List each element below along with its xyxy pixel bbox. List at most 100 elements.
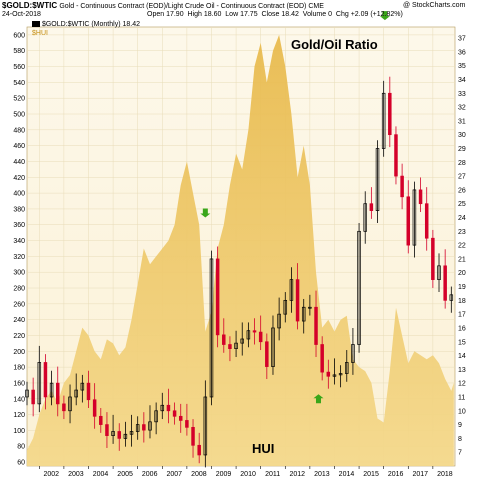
- candle-body: [424, 203, 429, 239]
- green-arrow-down: [200, 208, 211, 218]
- left-axis-tick-label: 180: [13, 365, 25, 372]
- candle-body: [43, 362, 48, 398]
- left-axis-tick-label: 140: [13, 396, 25, 403]
- left-axis-tick-label: 120: [13, 412, 25, 419]
- right-axis-tick-label: 7: [458, 450, 462, 457]
- ohlc-readout: Open 17.90 High 18.60 Low 17.75 Close 18…: [147, 10, 403, 19]
- left-axis-tick-label: 320: [13, 254, 25, 261]
- overlay-legend: $HUI: [32, 30, 48, 37]
- candle-body: [135, 424, 140, 432]
- candle-body: [240, 338, 244, 344]
- stockcharts-credit: @ StockCharts.com: [403, 2, 466, 9]
- candle-body: [92, 399, 97, 417]
- x-axis-tick-label: 2007: [166, 471, 182, 478]
- candle-body: [295, 279, 300, 322]
- right-axis-tick-label: 35: [458, 63, 466, 70]
- candle-body: [369, 203, 374, 211]
- candle-body: [55, 382, 60, 405]
- candle-body: [154, 410, 158, 423]
- volume-value: 0: [328, 11, 332, 18]
- left-axis-tick-label: 520: [13, 96, 25, 103]
- left-axis-tick-label: 420: [13, 175, 25, 182]
- x-axis-tick-label: 2016: [388, 471, 404, 478]
- x-axis-tick-label: 2006: [142, 471, 158, 478]
- candle-body: [314, 306, 318, 345]
- left-axis-tick-label: 500: [13, 112, 25, 119]
- axis-ticks: 6080100120140160180200220240260280300320…: [13, 32, 466, 478]
- left-axis-tick-label: 540: [13, 80, 25, 87]
- symbol: $GOLD:$WTIC: [2, 1, 58, 10]
- candle-body: [375, 148, 380, 211]
- candle-body: [209, 258, 214, 398]
- candle-body: [123, 433, 128, 439]
- gold-oil-ratio-title: Gold/Oil Ratio: [291, 37, 378, 52]
- right-axis-tick-label: 30: [458, 132, 466, 139]
- left-axis-tick-label: 340: [13, 238, 25, 245]
- candle-body: [197, 444, 201, 456]
- candle-body: [111, 431, 115, 436]
- left-axis-tick-label: 300: [13, 270, 25, 277]
- right-axis-tick-label: 20: [458, 270, 466, 277]
- candle-body: [86, 382, 91, 401]
- right-axis-tick-label: 12: [458, 381, 466, 388]
- left-axis-tick-label: 380: [13, 206, 25, 213]
- candle-body: [351, 344, 355, 363]
- high-value: 18.60: [203, 11, 222, 18]
- candle-body: [99, 415, 103, 425]
- candle-body: [437, 265, 441, 280]
- candle-body: [234, 342, 238, 350]
- left-axis-tick-label: 80: [17, 444, 25, 451]
- x-axis-tick-label: 2018: [437, 471, 453, 478]
- left-axis-tick-label: 220: [13, 333, 25, 340]
- candle-body: [258, 331, 263, 343]
- volume-label: Volume: [302, 11, 327, 18]
- right-axis-tick-label: 31: [458, 118, 466, 125]
- series-description: Gold - Continuous Contract (EOD)/Light C…: [59, 3, 324, 10]
- candle-body: [62, 403, 66, 412]
- candle-body: [394, 134, 398, 177]
- candle-body: [246, 330, 251, 340]
- right-axis-tick-label: 22: [458, 243, 466, 250]
- x-axis-tick-label: 2014: [339, 471, 355, 478]
- left-axis-tick-label: 280: [13, 286, 25, 293]
- x-axis-tick-label: 2015: [363, 471, 379, 478]
- candle-body: [363, 203, 367, 232]
- x-axis-tick-label: 2004: [93, 471, 109, 478]
- right-axis-tick-label: 27: [458, 174, 466, 181]
- low-value: 17.75: [240, 11, 258, 18]
- chart-header-line-2: 24-Oct-2018: [2, 10, 41, 19]
- right-axis-tick-label: 34: [458, 77, 466, 84]
- candle-body: [418, 189, 423, 205]
- right-axis-tick-label: 33: [458, 91, 466, 98]
- arrow-markers: [200, 11, 390, 404]
- right-axis-tick-label: 16: [458, 325, 466, 332]
- right-axis-tick-label: 15: [458, 339, 466, 346]
- candle-body: [308, 306, 312, 309]
- candle-body: [345, 362, 349, 374]
- right-axis-tick-label: 24: [458, 215, 466, 222]
- right-axis-tick-label: 28: [458, 160, 466, 167]
- right-axis-tick-label: 23: [458, 229, 466, 236]
- candle-body: [37, 362, 42, 405]
- candle-body: [252, 330, 257, 333]
- candle-body: [388, 92, 392, 136]
- right-axis-tick-label: 29: [458, 146, 466, 153]
- change-label: Chg: [335, 11, 349, 18]
- open-label: Open: [147, 11, 165, 18]
- right-axis-tick-label: 19: [458, 284, 466, 291]
- left-axis-tick-label: 600: [13, 32, 25, 39]
- gold-oil-candlestick-series: [25, 76, 454, 468]
- left-axis-tick-label: 160: [13, 380, 25, 387]
- legend-swatch: [32, 21, 40, 28]
- x-axis-tick-label: 2009: [216, 471, 232, 478]
- left-axis-tick-label: 560: [13, 64, 25, 71]
- candle-body: [381, 92, 386, 149]
- legend-label: $GOLD:$WTIC (Monthly) 18.42: [41, 21, 140, 28]
- right-axis-tick-label: 17: [458, 312, 466, 319]
- left-axis-tick-label: 60: [17, 460, 25, 467]
- candle-body: [271, 327, 275, 367]
- right-axis-tick-label: 26: [458, 187, 466, 194]
- chart-header-line-1: $GOLD:$WTIC Gold - Continuous Contract (…: [2, 1, 324, 11]
- candle-body: [105, 424, 109, 436]
